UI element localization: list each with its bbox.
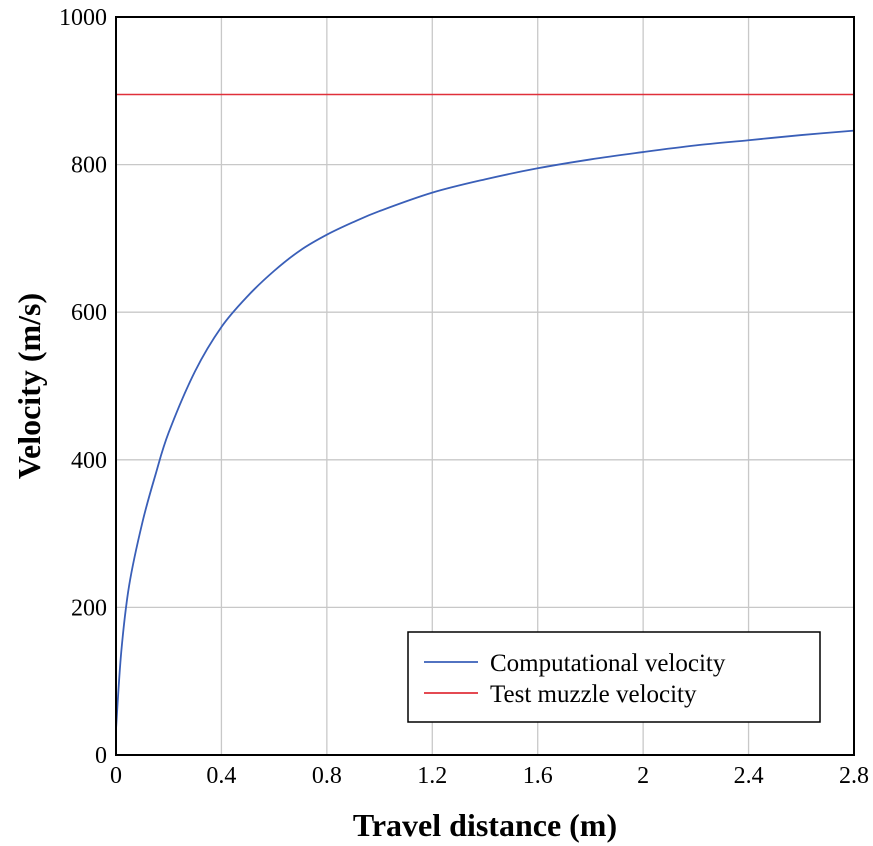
x-tick-label: 1.2 — [417, 763, 447, 789]
y-tick-label: 200 — [71, 595, 107, 621]
x-tick-label: 1.6 — [523, 763, 553, 789]
y-tick-label: 800 — [71, 153, 107, 179]
plot-frame — [115, 16, 855, 756]
y-tick-label: 1000 — [59, 5, 107, 31]
y-tick-label: 600 — [71, 300, 107, 326]
legend-label-computational-velocity: Computational velocity — [490, 650, 726, 677]
x-tick-label: 0.8 — [312, 763, 342, 789]
x-tick-label: 2 — [637, 763, 649, 789]
x-tick-label: 0.4 — [206, 763, 236, 789]
series-layer — [115, 93, 855, 730]
y-tick-label: 0 — [95, 743, 107, 769]
series-line-computational-velocity — [115, 129, 855, 730]
y-tick-label: 400 — [71, 448, 107, 474]
x-tick-label: 2.8 — [839, 763, 869, 789]
x-tick-label: 2.4 — [734, 763, 764, 789]
legend-label-test-muzzle-velocity: Test muzzle velocity — [490, 681, 697, 708]
tick-labels: 0 0.4 0.8 1.2 1.6 2 2.4 2.8 0 200 400 600 800 1000 — [59, 5, 869, 789]
x-axis-title: Travel distance (m) — [353, 807, 617, 843]
y-axis-title: Velocity (m/s) — [11, 293, 47, 479]
x-tick-label: 0 — [110, 763, 122, 789]
legend-box — [407, 631, 821, 723]
legend: Computational velocity Test muzzle veloc… — [407, 631, 821, 723]
